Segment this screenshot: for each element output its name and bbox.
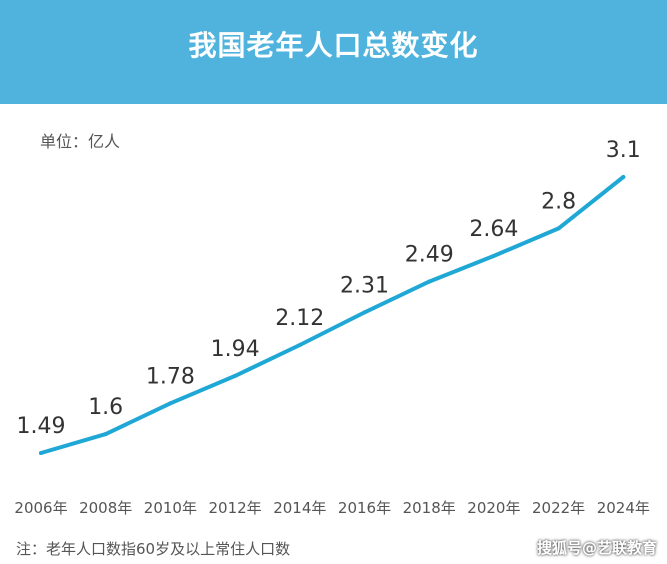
x-tick-label: 2008年	[79, 499, 132, 517]
title-banner: 我国老年人口总数变化	[0, 0, 667, 104]
data-label: 2.64	[469, 217, 518, 242]
data-point	[556, 226, 561, 231]
data-label: 1.6	[88, 395, 123, 420]
x-tick-label: 2006年	[14, 499, 67, 517]
unit-label: 单位：亿人	[40, 132, 121, 151]
data-point	[491, 253, 496, 258]
x-tick-label: 2010年	[144, 499, 197, 517]
x-tick-label: 2016年	[338, 499, 391, 517]
data-label: 1.49	[17, 414, 66, 439]
data-point	[39, 451, 43, 455]
series-line	[39, 175, 626, 455]
data-point	[103, 432, 108, 437]
x-tick-label: 2012年	[209, 499, 262, 517]
data-point	[233, 373, 238, 378]
data-label: 2.49	[405, 243, 454, 268]
data-point	[297, 343, 302, 347]
watermark-text: 搜狐号@艺联教育	[536, 539, 657, 557]
data-point	[362, 310, 367, 315]
data-label: 2.8	[541, 189, 576, 214]
data-label: 2.31	[340, 273, 389, 298]
x-tick-label: 2014年	[273, 499, 326, 517]
data-label: 2.12	[275, 306, 324, 331]
chart-title: 我国老年人口总数变化	[188, 29, 479, 62]
data-point	[168, 401, 173, 406]
x-tick-label: 2020年	[467, 499, 520, 517]
data-label: 1.78	[146, 364, 195, 389]
x-tick-label: 2024年	[597, 499, 650, 517]
footnote: 注：老年人口数指60岁及以上常住人口数	[16, 540, 291, 558]
x-tick-label: 2022年	[532, 499, 585, 517]
data-label: 3.1	[606, 138, 641, 163]
data-point	[427, 279, 432, 284]
data-point	[621, 175, 626, 179]
x-tick-label: 2018年	[403, 499, 456, 517]
data-label: 1.94	[211, 337, 260, 362]
